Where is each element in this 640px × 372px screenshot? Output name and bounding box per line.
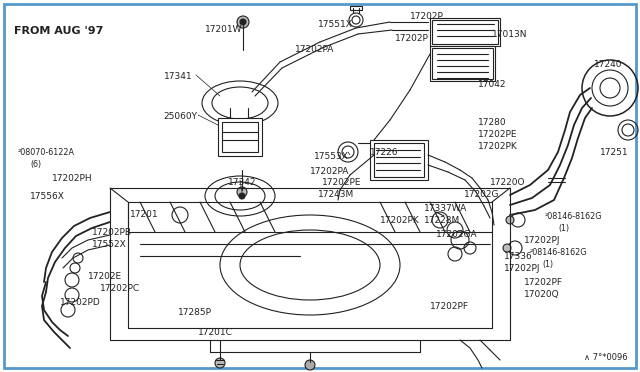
- Bar: [374, 143, 424, 177]
- Text: 17556X: 17556X: [30, 192, 65, 201]
- Bar: [432, 20, 498, 44]
- Text: 17551X: 17551X: [318, 20, 353, 29]
- Text: 17341: 17341: [164, 72, 193, 81]
- Circle shape: [506, 216, 514, 224]
- Bar: [430, 46, 495, 81]
- Text: 17202PA: 17202PA: [310, 167, 349, 176]
- Text: 17240: 17240: [594, 60, 623, 69]
- Bar: [432, 48, 493, 79]
- Bar: [222, 122, 258, 152]
- Text: 17202PK: 17202PK: [380, 216, 420, 225]
- Circle shape: [305, 360, 315, 370]
- Circle shape: [237, 16, 249, 28]
- Text: 17202PK: 17202PK: [478, 142, 518, 151]
- Text: 17228M: 17228M: [424, 216, 460, 225]
- Text: 17202PD: 17202PD: [60, 298, 100, 307]
- Text: 17201: 17201: [130, 210, 159, 219]
- Text: 17013N: 17013N: [492, 30, 527, 39]
- Text: 17226: 17226: [370, 148, 399, 157]
- Text: 17020Q: 17020Q: [524, 290, 559, 299]
- Bar: [370, 140, 428, 180]
- Text: ∧ 7°*0096: ∧ 7°*0096: [584, 353, 628, 362]
- Text: 17202PB: 17202PB: [92, 228, 132, 237]
- Text: 17201C: 17201C: [198, 328, 233, 337]
- Text: 17042: 17042: [478, 80, 506, 89]
- Text: 17202PA: 17202PA: [295, 45, 334, 54]
- Text: 17202GA: 17202GA: [436, 230, 477, 239]
- Text: 17202PJ: 17202PJ: [504, 264, 541, 273]
- Text: 17202P: 17202P: [395, 34, 429, 43]
- Text: 17243M: 17243M: [318, 190, 355, 199]
- Text: 17552X: 17552X: [92, 240, 127, 249]
- Text: 17336: 17336: [504, 252, 532, 261]
- Circle shape: [215, 358, 225, 368]
- Bar: [430, 18, 500, 46]
- Text: (6): (6): [30, 160, 41, 169]
- Text: ²08146-8162G: ²08146-8162G: [530, 248, 588, 257]
- Text: 17285P: 17285P: [178, 308, 212, 317]
- Text: 17202PE: 17202PE: [322, 178, 362, 187]
- Text: 17202E: 17202E: [88, 272, 122, 281]
- Circle shape: [240, 19, 246, 25]
- Text: FROM AUG '97: FROM AUG '97: [14, 26, 104, 36]
- Circle shape: [503, 244, 511, 252]
- Text: 17201W: 17201W: [205, 25, 243, 34]
- Text: 25060Y: 25060Y: [163, 112, 197, 121]
- Text: (1): (1): [558, 224, 569, 233]
- Text: 17202PJ: 17202PJ: [524, 236, 561, 245]
- Text: 17202PF: 17202PF: [430, 302, 469, 311]
- Text: 17202G: 17202G: [464, 190, 499, 199]
- Text: 17553X: 17553X: [314, 152, 349, 161]
- Text: 17220O: 17220O: [490, 178, 525, 187]
- Text: 17202PC: 17202PC: [100, 284, 140, 293]
- Text: ²08146-8162G: ²08146-8162G: [545, 212, 602, 221]
- Text: 17202PH: 17202PH: [52, 174, 93, 183]
- Text: 17251: 17251: [600, 148, 628, 157]
- Text: 17202PE: 17202PE: [478, 130, 518, 139]
- Bar: [350, 6, 362, 10]
- Text: 17342: 17342: [228, 178, 257, 187]
- Text: ²08070-6122A: ²08070-6122A: [18, 148, 75, 157]
- Bar: [218, 118, 262, 156]
- Text: 17202P: 17202P: [410, 12, 444, 21]
- Circle shape: [237, 187, 247, 197]
- Text: 17202PF: 17202PF: [524, 278, 563, 287]
- Circle shape: [239, 193, 245, 199]
- Text: 17280: 17280: [478, 118, 507, 127]
- Circle shape: [508, 241, 522, 255]
- Text: 17337WA: 17337WA: [424, 204, 467, 213]
- Text: (1): (1): [542, 260, 553, 269]
- Circle shape: [511, 213, 525, 227]
